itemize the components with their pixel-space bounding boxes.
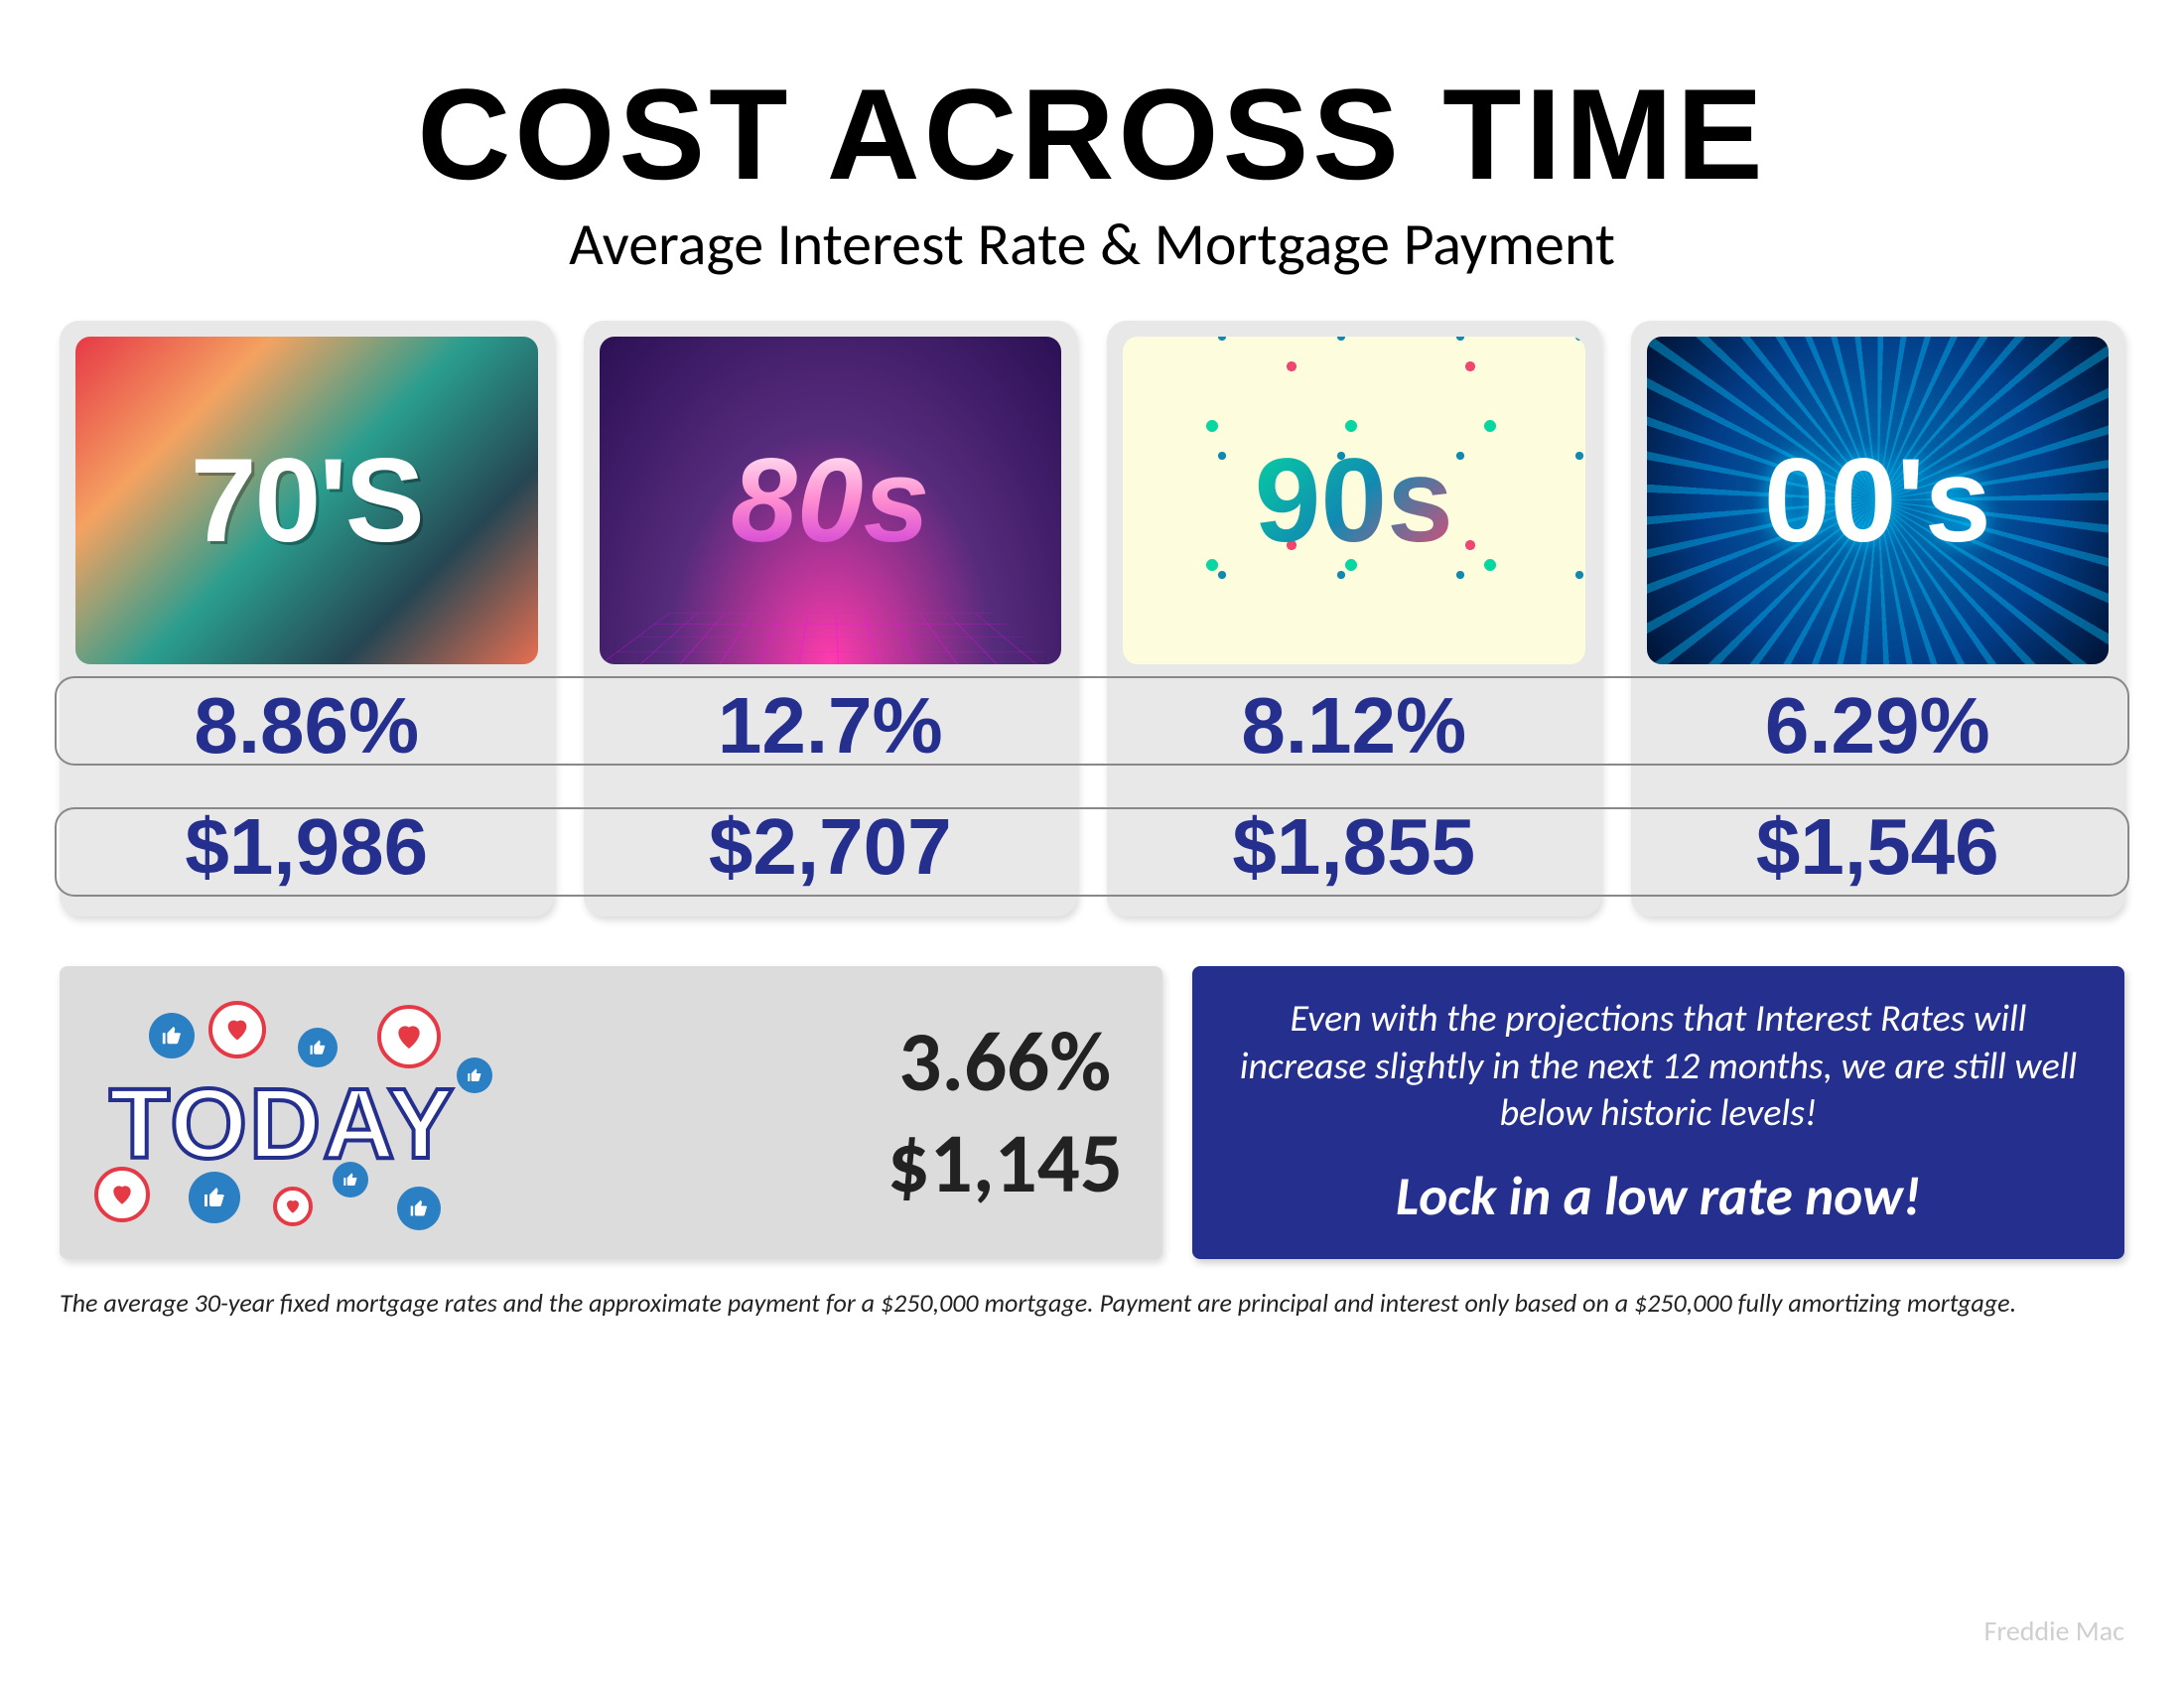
decade-payment: $1,986 xyxy=(185,807,428,887)
today-stats: 3.66% $1,145 xyxy=(868,1011,1123,1213)
heart-icon xyxy=(208,1001,266,1058)
decade-card-90s: 90s 8.12% $1,855 xyxy=(1107,321,1601,916)
decade-label: 70'S xyxy=(191,432,423,569)
like-icon xyxy=(397,1187,441,1230)
decade-card-00s: 00's 6.29% $1,546 xyxy=(1631,321,2125,916)
decade-payment: $2,707 xyxy=(709,807,952,887)
callout-panel: Even with the projections that Interest … xyxy=(1192,966,2124,1259)
footnote: The average 30-year fixed mortgage rates… xyxy=(60,1287,2124,1319)
decade-card-80s: 80s 12.7% $2,707 xyxy=(584,321,1078,916)
today-graphic: TODAY xyxy=(99,1013,868,1211)
heart-icon xyxy=(94,1167,150,1222)
decade-graphic-70s: 70'S xyxy=(75,337,538,664)
heart-icon xyxy=(377,1005,441,1068)
like-icon xyxy=(189,1172,240,1223)
decade-graphic-80s: 80s xyxy=(600,337,1062,664)
decade-label: 00's xyxy=(1764,432,1991,569)
bottom-row: TODAY 3.66% $1,145 Even with the project… xyxy=(60,966,2124,1259)
heart-icon xyxy=(273,1187,313,1226)
decade-label: 80s xyxy=(731,432,929,569)
decade-label: 90s xyxy=(1255,432,1453,569)
decade-payment: $1,855 xyxy=(1232,807,1475,887)
decades-row: 70'S 8.86% $1,986 80s 12.7% $2,707 90s 8… xyxy=(60,321,2124,916)
subtitle: Average Interest Rate & Mortgage Payment xyxy=(60,209,2124,281)
callout-cta: Lock in a low rate now! xyxy=(1232,1163,2085,1229)
decade-rate: 8.86% xyxy=(194,686,419,766)
today-rate: 3.66% xyxy=(887,1011,1123,1112)
decade-rate: 6.29% xyxy=(1765,686,1990,766)
today-payment: $1,145 xyxy=(887,1112,1123,1213)
today-card: TODAY 3.66% $1,145 xyxy=(60,966,1162,1259)
callout-paragraph: Even with the projections that Interest … xyxy=(1232,996,2085,1138)
today-label: TODAY xyxy=(109,1067,456,1182)
decade-payment: $1,546 xyxy=(1756,807,1999,887)
decade-graphic-00s: 00's xyxy=(1647,337,2110,664)
decade-graphic-90s: 90s xyxy=(1123,337,1585,664)
attribution: Freddie Mac xyxy=(1984,1614,2125,1648)
like-icon xyxy=(457,1057,492,1093)
decade-rate: 12.7% xyxy=(718,686,943,766)
like-icon xyxy=(149,1013,195,1058)
like-icon xyxy=(333,1162,368,1197)
decade-rate: 8.12% xyxy=(1241,686,1466,766)
like-icon xyxy=(298,1028,338,1067)
decade-card-70s: 70'S 8.86% $1,986 xyxy=(60,321,554,916)
main-title: COST ACROSS TIME xyxy=(60,70,2124,199)
